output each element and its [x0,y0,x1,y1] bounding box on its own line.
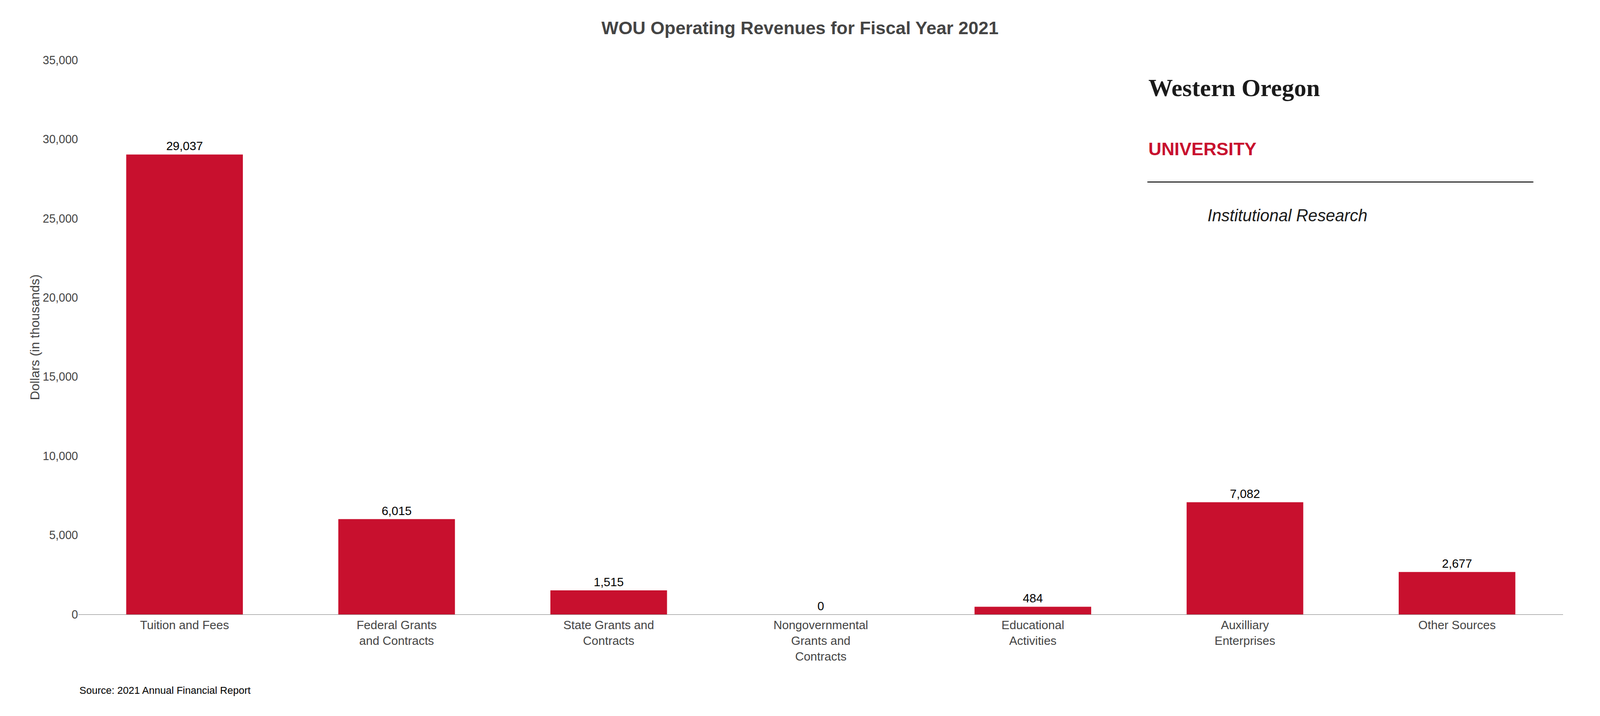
svg-text:WOU Operating Revenues for Fis: WOU Operating Revenues for Fiscal Year 2… [601,18,999,38]
svg-text:NongovernmentalGrants andContr: NongovernmentalGrants andContracts [773,617,869,664]
svg-text:Tuition and Fees: Tuition and Fees [139,617,230,632]
svg-text:6,015: 6,015 [381,503,412,518]
svg-text:Institutional Research: Institutional Research [1207,205,1368,225]
svg-text:AuxilliaryEnterprises: AuxilliaryEnterprises [1214,617,1276,648]
svg-text:484: 484 [1022,591,1043,605]
svg-text:35,000: 35,000 [42,53,79,67]
svg-text:7,082: 7,082 [1230,486,1261,501]
svg-text:Federal Grantsand Contracts: Federal Grantsand Contracts [356,617,437,648]
svg-text:2,677: 2,677 [1442,556,1473,571]
svg-text:Source: 2021 Annual Financial: Source: 2021 Annual Financial Report [79,684,251,696]
svg-text:0: 0 [71,607,79,621]
svg-text:5,000: 5,000 [48,528,79,542]
svg-text:Dollars (in thousands): Dollars (in thousands) [27,274,43,400]
svg-text:Other Sources: Other Sources [1418,617,1497,632]
svg-text:30,000: 30,000 [42,132,79,146]
svg-text:25,000: 25,000 [42,211,79,225]
svg-text:UNIVERSITY: UNIVERSITY [1148,138,1257,159]
svg-text:15,000: 15,000 [42,369,79,383]
svg-text:20,000: 20,000 [42,290,79,304]
svg-text:1,515: 1,515 [593,574,624,589]
svg-text:0: 0 [817,598,824,613]
svg-text:29,037: 29,037 [166,138,204,153]
svg-text:State Grants andContracts: State Grants andContracts [563,617,655,648]
svg-text:Western Oregon: Western Oregon [1148,74,1320,102]
svg-text:EducationalActivities: EducationalActivities [1001,617,1065,648]
svg-text:10,000: 10,000 [42,449,79,463]
